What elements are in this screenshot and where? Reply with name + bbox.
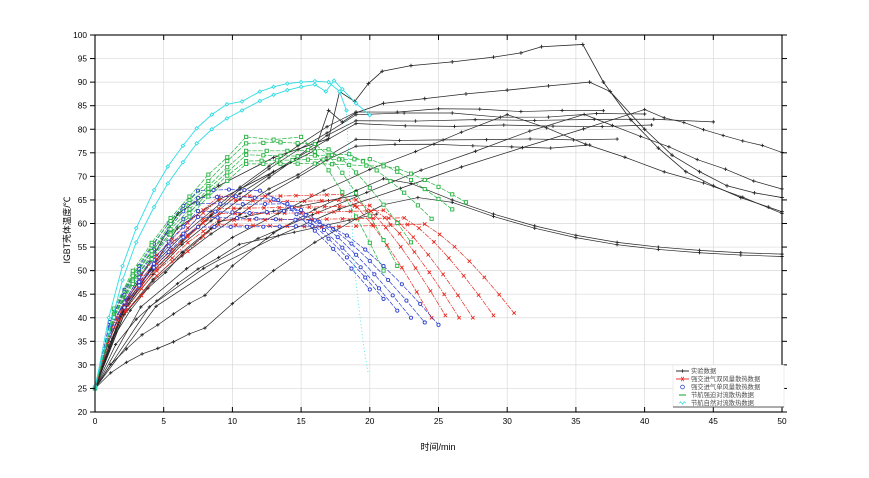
svg-text:40: 40 (640, 416, 650, 426)
svg-text:90: 90 (78, 77, 88, 87)
svg-text:20: 20 (365, 416, 375, 426)
svg-text:0: 0 (93, 416, 98, 426)
svg-text:100: 100 (73, 30, 87, 40)
svg-text:节航强迫对流散热数据: 节航强迫对流散热数据 (691, 390, 755, 399)
svg-text:50: 50 (78, 266, 88, 276)
svg-text:实验数据: 实验数据 (691, 366, 717, 375)
svg-text:45: 45 (709, 416, 719, 426)
svg-text:80: 80 (78, 124, 88, 134)
svg-text:5: 5 (161, 416, 166, 426)
svg-text:40: 40 (78, 313, 88, 323)
svg-text:70: 70 (78, 171, 88, 181)
svg-text:30: 30 (503, 416, 513, 426)
svg-text:50: 50 (777, 416, 787, 426)
svg-text:95: 95 (78, 54, 88, 64)
svg-text:25: 25 (78, 383, 88, 393)
svg-text:节航自然对流散热数据: 节航自然对流散热数据 (691, 398, 755, 407)
svg-text:30: 30 (78, 360, 88, 370)
svg-text:35: 35 (78, 336, 88, 346)
svg-text:75: 75 (78, 148, 88, 158)
svg-text:60: 60 (78, 219, 88, 229)
svg-text:65: 65 (78, 195, 88, 205)
svg-text:15: 15 (296, 416, 306, 426)
svg-text:10: 10 (228, 416, 238, 426)
svg-text:20: 20 (78, 407, 88, 417)
svg-text:IGBT壳体温度/℃: IGBT壳体温度/℃ (61, 196, 72, 263)
svg-text:85: 85 (78, 101, 88, 111)
svg-text:强交进气双风量散热数据: 强交进气双风量散热数据 (691, 374, 761, 383)
svg-text:强交进气单风量散热数据: 强交进气单风量散热数据 (691, 382, 761, 391)
svg-text:55: 55 (78, 242, 88, 252)
svg-text:35: 35 (571, 416, 581, 426)
svg-text:时间/min: 时间/min (420, 441, 455, 452)
svg-text:45: 45 (78, 289, 88, 299)
svg-text:25: 25 (434, 416, 444, 426)
